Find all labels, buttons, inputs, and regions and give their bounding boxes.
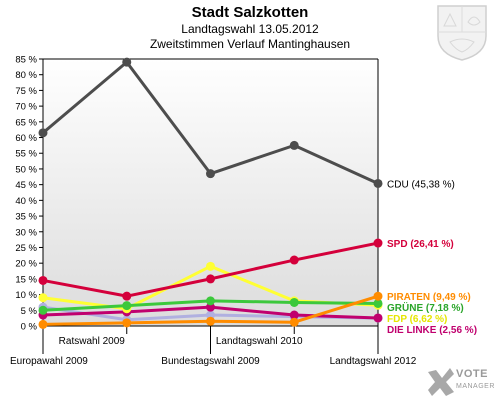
y-tick-label: 65 % xyxy=(15,117,37,128)
series-label-die-linke: DIE LINKE (2,56 %) xyxy=(387,325,477,336)
y-tick-label: 50 % xyxy=(15,164,37,175)
y-tick-label: 0 % xyxy=(21,322,38,333)
data-point xyxy=(206,274,215,284)
x-tick-label: Landtagswahl 2010 xyxy=(216,336,303,347)
data-point xyxy=(206,316,215,326)
data-point xyxy=(289,255,299,265)
data-point xyxy=(373,178,383,188)
y-tick-label: 25 % xyxy=(15,243,37,254)
y-tick-label: 40 % xyxy=(15,196,37,207)
data-point xyxy=(373,291,383,301)
data-point xyxy=(38,319,48,329)
data-point xyxy=(38,128,48,138)
y-tick-label: 30 % xyxy=(15,227,37,238)
y-tick-label: 15 % xyxy=(15,274,37,285)
data-point xyxy=(38,293,48,303)
y-tick-label: 35 % xyxy=(15,212,37,223)
series-label-piraten: PIRATEN (9,49 %) xyxy=(387,292,471,303)
x-tick-label: Landtagswahl 2012 xyxy=(330,356,417,367)
y-tick-label: 10 % xyxy=(15,290,37,301)
x-tick-label: Bundestagswahl 2009 xyxy=(161,356,260,367)
data-point xyxy=(206,261,215,271)
y-tick-label: 55 % xyxy=(15,149,37,160)
chart-subtitle-2: Zweitstimmen Verlauf Mantinghausen xyxy=(149,37,351,51)
y-tick-label: 75 % xyxy=(15,86,37,97)
data-point xyxy=(38,305,48,315)
y-tick-label: 60 % xyxy=(15,133,37,144)
data-point xyxy=(206,169,215,179)
y-tick-label: 85 % xyxy=(15,55,37,66)
series-label-spd: SPD (26,41 %) xyxy=(387,239,454,250)
data-point xyxy=(122,318,132,328)
series-label-grüne: GRÜNE (7,18 %) xyxy=(387,301,464,314)
logo-text: VOTE xyxy=(456,368,488,380)
data-point xyxy=(373,298,383,308)
data-point xyxy=(289,297,299,307)
data-point xyxy=(289,140,299,150)
nrw-crest-icon xyxy=(437,5,487,61)
data-point xyxy=(373,238,383,248)
data-point xyxy=(38,275,48,285)
plot-area xyxy=(43,59,378,326)
logo-subtext: MANAGER xyxy=(456,383,495,390)
y-tick-label: 80 % xyxy=(15,70,37,81)
data-point xyxy=(289,317,299,327)
chart-subtitle: Landtagswahl 13.05.2012 xyxy=(181,22,319,36)
data-point xyxy=(206,302,215,312)
data-point xyxy=(206,310,215,320)
data-point xyxy=(122,301,132,311)
chart-title: Stadt Salzkotten xyxy=(191,4,309,21)
data-point xyxy=(373,313,383,323)
y-tick-label: 5 % xyxy=(21,306,38,317)
data-point xyxy=(289,310,299,320)
x-tick-label: Europawahl 2009 xyxy=(10,356,88,367)
vote-manager-logo-icon xyxy=(428,368,454,396)
x-tick-label: Ratswahl 2009 xyxy=(59,336,126,347)
y-tick-label: 45 % xyxy=(15,180,37,191)
data-point xyxy=(122,291,132,301)
series-label-fdp: FDP (6,62 %) xyxy=(387,314,447,325)
data-point xyxy=(122,57,132,67)
series-label-cdu: CDU (45,38 %) xyxy=(387,179,455,190)
y-tick-label: 70 % xyxy=(15,102,37,113)
data-point xyxy=(206,296,215,306)
y-tick-label: 20 % xyxy=(15,259,37,270)
